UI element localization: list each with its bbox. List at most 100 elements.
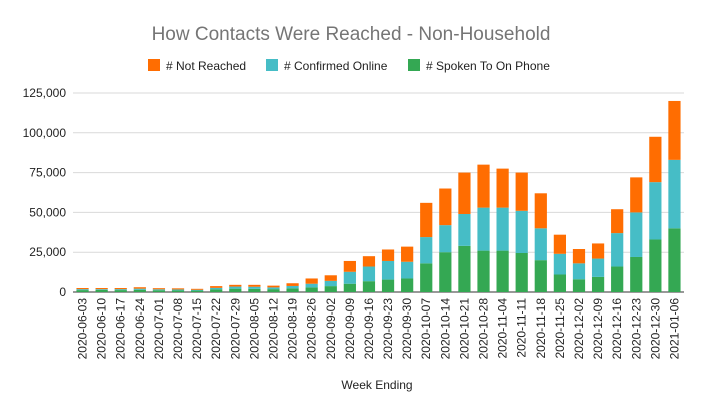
y-tick-label: 0 — [59, 285, 66, 299]
bar-segment — [267, 287, 280, 290]
x-tick-label: 2020-10-14 — [438, 298, 452, 360]
bar-segment — [668, 159, 681, 229]
bar-segment — [305, 278, 318, 284]
legend-label: # Not Reached — [166, 59, 246, 73]
bar-segment — [649, 136, 662, 183]
bar-segment — [458, 172, 471, 214]
bar-segment — [534, 228, 547, 261]
bar-segment — [190, 289, 204, 291]
x-tick-label: 2020-08-26 — [305, 298, 319, 360]
bar-segment — [152, 289, 166, 291]
bar-segment — [190, 288, 204, 290]
legend-label: # Spoken To On Phone — [426, 59, 550, 73]
bar-segment — [572, 249, 586, 264]
bar-segment — [286, 283, 299, 286]
bar-segment — [420, 237, 433, 264]
x-tick-label: 2020-07-22 — [209, 298, 223, 360]
bar-segment — [114, 289, 127, 291]
x-tick-label: 2020-09-23 — [381, 298, 395, 360]
bar-segment — [95, 289, 108, 292]
x-tick-label: 2020-11-18 — [534, 298, 548, 359]
x-tick-label: 2020-09-09 — [343, 298, 357, 360]
bar-segment — [171, 288, 185, 290]
x-tick-label: 2020-06-10 — [95, 298, 109, 360]
bar-segment — [210, 287, 223, 290]
bar-segment — [76, 290, 89, 292]
bar-segment — [439, 225, 452, 253]
chart-title: How Contacts Were Reached - Non-Househol… — [152, 24, 551, 45]
bar-segment — [534, 193, 547, 229]
x-tick-label: 2021-01-06 — [667, 298, 681, 360]
y-tick-label: 100,000 — [23, 126, 67, 140]
bar-segment — [210, 286, 223, 288]
y-axis: 0 25,000 50,000 75,000 100,000 125,000 — [23, 86, 67, 299]
legend-label: # Confirmed Online — [284, 59, 388, 73]
bar-segment — [286, 285, 299, 289]
x-tick-label: 2020-11-04 — [496, 298, 510, 359]
bar-segment — [171, 290, 185, 292]
bar-segment — [381, 249, 395, 261]
bar-segment — [324, 275, 337, 281]
bar-segment — [515, 252, 528, 292]
x-tick-label: 2020-09-30 — [400, 298, 414, 360]
x-tick-label: 2020-09-16 — [362, 298, 376, 360]
bar-segment — [477, 164, 490, 208]
bar-segment — [305, 287, 318, 292]
bar-segment — [76, 288, 89, 290]
bar-segment — [248, 288, 261, 292]
bar-segment — [229, 286, 242, 289]
bar-segment — [381, 279, 395, 292]
bar-segment — [591, 276, 605, 292]
x-tick-label: 2020-10-28 — [477, 298, 491, 360]
bar-segment — [133, 287, 146, 289]
bar-segment — [114, 288, 127, 290]
bar-segment — [496, 207, 509, 251]
bar-segment — [248, 284, 261, 287]
bar-segment — [477, 207, 490, 251]
legend-swatch — [266, 59, 278, 71]
bar-segment — [95, 289, 108, 290]
x-axis: 2020-06-03 2020-06-10 2020-06-17 2020-06-24… — [76, 298, 682, 360]
x-tick-label: 2020-08-19 — [286, 298, 300, 360]
bar-segment — [420, 202, 433, 238]
bars — [76, 100, 681, 292]
bar-segment — [591, 243, 605, 259]
bar-segment — [114, 290, 127, 292]
bar-segment — [210, 289, 223, 292]
bar-segment — [401, 278, 414, 292]
bar-segment — [381, 260, 395, 280]
bar-segment — [591, 258, 605, 277]
bar-segment — [477, 250, 490, 292]
bar-segment — [267, 285, 280, 288]
bar-segment — [343, 271, 356, 284]
bar-segment — [572, 263, 586, 280]
x-tick-label: 2020-10-07 — [419, 298, 433, 360]
bar-segment — [439, 188, 452, 226]
x-tick-label: 2020-12-23 — [629, 298, 643, 360]
legend: # Not Reached # Confirmed Online # Spoken … — [148, 59, 550, 73]
x-tick-label: 2020-10-21 — [457, 298, 471, 360]
bar-segment — [630, 212, 643, 257]
bar-segment — [324, 286, 337, 292]
bar-segment — [286, 288, 299, 292]
bar-segment — [572, 279, 586, 292]
bar-segment — [515, 172, 528, 211]
legend-swatch — [408, 59, 420, 71]
bar-segment — [190, 290, 204, 292]
bar-segment — [76, 289, 89, 291]
bar-segment — [362, 256, 376, 267]
bar-segment — [362, 281, 376, 292]
bar-segment — [630, 177, 643, 213]
x-tick-label: 2020-08-12 — [266, 298, 280, 360]
bar-segment — [305, 283, 318, 288]
x-tick-label: 2020-12-09 — [591, 298, 605, 360]
bar-segment — [229, 288, 242, 292]
bar-segment — [152, 290, 166, 292]
x-tick-label: 2020-12-16 — [610, 298, 624, 360]
bar-segment — [439, 252, 452, 292]
bar-segment — [630, 256, 643, 292]
x-tick-label: 2020-07-08 — [171, 298, 185, 360]
bar-segment — [171, 289, 185, 291]
y-tick-label: 75,000 — [29, 166, 66, 180]
